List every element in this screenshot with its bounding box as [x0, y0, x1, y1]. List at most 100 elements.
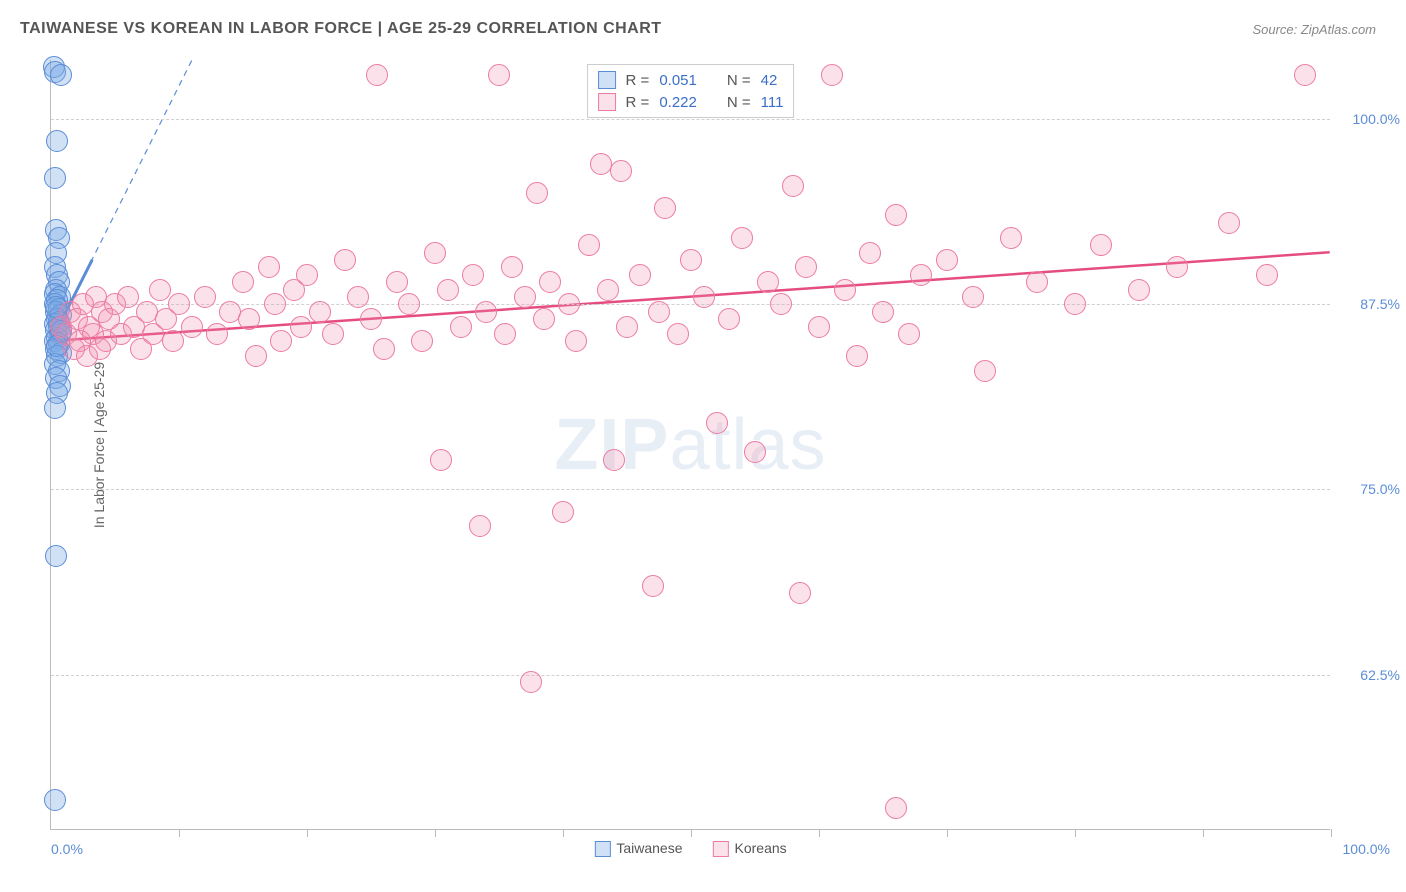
data-point [411, 330, 433, 352]
data-point [834, 279, 856, 301]
data-point [206, 323, 228, 345]
data-point [898, 323, 920, 345]
data-point [872, 301, 894, 323]
data-point [859, 242, 881, 264]
data-point [347, 286, 369, 308]
legend-swatch [713, 841, 729, 857]
data-point [654, 197, 676, 219]
data-point [1064, 293, 1086, 315]
data-point [270, 330, 292, 352]
data-point [44, 789, 66, 811]
data-point [526, 182, 548, 204]
data-point [194, 286, 216, 308]
x-tick [1075, 829, 1076, 837]
chart-container: TAIWANESE VS KOREAN IN LABOR FORCE | AGE… [0, 0, 1406, 892]
stats-r-value: 0.222 [659, 94, 697, 111]
stats-swatch [598, 71, 616, 89]
watermark: ZIPatlas [554, 404, 826, 486]
data-point [366, 64, 388, 86]
data-point [168, 293, 190, 315]
stats-swatch [598, 93, 616, 111]
data-point [974, 360, 996, 382]
stats-n-value: 42 [761, 72, 778, 89]
data-point [398, 293, 420, 315]
data-point [245, 345, 267, 367]
stats-row: R =0.051N =42 [598, 69, 784, 91]
x-tick [307, 829, 308, 837]
y-tick-label: 75.0% [1340, 481, 1400, 497]
stats-n-label: N = [727, 94, 751, 111]
x-axis-label-min: 0.0% [51, 841, 83, 857]
legend-label: Koreans [735, 840, 787, 856]
gridline [51, 119, 1330, 120]
data-point [610, 160, 632, 182]
x-tick [1203, 829, 1204, 837]
data-point [45, 545, 67, 567]
data-point [232, 271, 254, 293]
data-point [552, 501, 574, 523]
data-point [181, 316, 203, 338]
data-point [731, 227, 753, 249]
stats-r-label: R = [626, 94, 650, 111]
gridline [51, 489, 1330, 490]
legend-label: Taiwanese [616, 840, 682, 856]
data-point [1218, 212, 1240, 234]
legend-swatch [594, 841, 610, 857]
data-point [533, 308, 555, 330]
data-point [264, 293, 286, 315]
data-point [520, 671, 542, 693]
data-point [693, 286, 715, 308]
data-point [469, 515, 491, 537]
data-point [44, 167, 66, 189]
data-point [44, 397, 66, 419]
watermark-bold: ZIP [554, 405, 669, 485]
y-tick-label: 62.5% [1340, 667, 1400, 683]
y-axis-title: In Labor Force | Age 25-29 [91, 361, 107, 527]
y-tick-label: 100.0% [1340, 111, 1400, 127]
data-point [910, 264, 932, 286]
y-tick-label: 87.5% [1340, 296, 1400, 312]
data-point [597, 279, 619, 301]
data-point [494, 323, 516, 345]
x-tick [819, 829, 820, 837]
data-point [757, 271, 779, 293]
legend-item: Koreans [713, 840, 787, 857]
data-point [770, 293, 792, 315]
data-point [642, 575, 664, 597]
data-point [616, 316, 638, 338]
data-point [149, 279, 171, 301]
data-point [718, 308, 740, 330]
data-point [475, 301, 497, 323]
source-label: Source: ZipAtlas.com [1252, 22, 1376, 37]
data-point [680, 249, 702, 271]
data-point [296, 264, 318, 286]
data-point [885, 797, 907, 819]
data-point [629, 264, 651, 286]
data-point [386, 271, 408, 293]
data-point [821, 64, 843, 86]
data-point [648, 301, 670, 323]
data-point [539, 271, 561, 293]
data-point [706, 412, 728, 434]
data-point [962, 286, 984, 308]
trend-lines [51, 60, 1330, 829]
data-point [46, 130, 68, 152]
data-point [667, 323, 689, 345]
stats-n-label: N = [727, 72, 751, 89]
data-point [309, 301, 331, 323]
stats-r-label: R = [626, 72, 650, 89]
data-point [430, 449, 452, 471]
data-point [1090, 234, 1112, 256]
data-point [1166, 256, 1188, 278]
data-point [488, 64, 510, 86]
data-point [258, 256, 280, 278]
data-point [373, 338, 395, 360]
data-point [322, 323, 344, 345]
data-point [514, 286, 536, 308]
data-point [450, 316, 472, 338]
plot-area: In Labor Force | Age 25-29 ZIPatlas R = 0… [50, 60, 1330, 830]
data-point [789, 582, 811, 604]
data-point [1128, 279, 1150, 301]
stats-n-value: 111 [761, 94, 784, 111]
data-point [50, 64, 72, 86]
